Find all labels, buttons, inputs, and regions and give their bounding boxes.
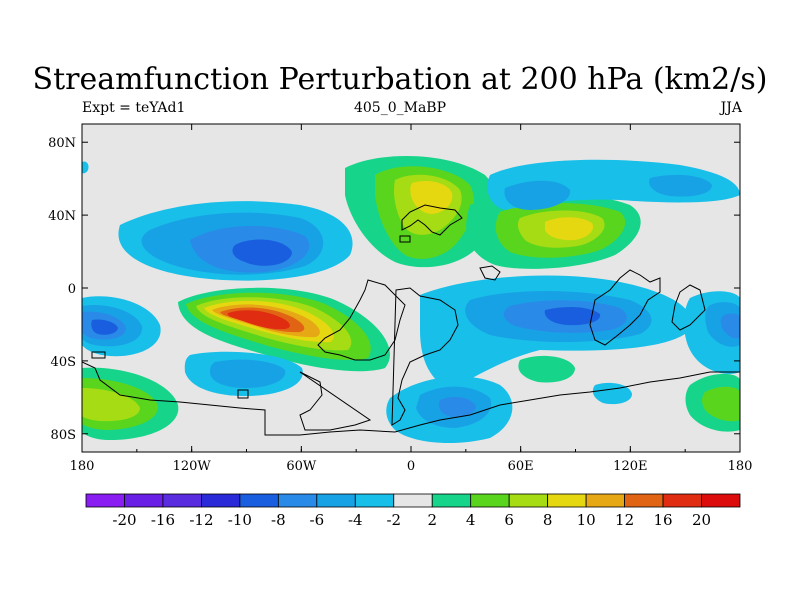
colorbar-label: 20: [692, 511, 711, 529]
season-label: JJA: [720, 100, 742, 116]
colorbar-label: 4: [466, 511, 476, 529]
coastline: [399, 235, 411, 243]
colorbar-label: 10: [577, 511, 596, 529]
x-tick-label: 180: [70, 459, 95, 474]
colorbar-swatch: [201, 493, 241, 508]
contour-fill: [649, 174, 712, 197]
x-tick-label: 60W: [286, 459, 317, 474]
x-tick-label: 120E: [613, 459, 647, 474]
colorbar-swatch: [508, 493, 549, 508]
colorbar-label: -6: [310, 511, 325, 529]
coastlines: [82, 204, 740, 436]
colorbar-swatch: [393, 493, 433, 508]
contour-fill: [438, 396, 476, 418]
x-tick-label: 180: [728, 459, 753, 474]
colorbar-label: 16: [654, 511, 673, 529]
y-tick-label: 80N: [48, 136, 76, 151]
coastline: [237, 389, 249, 399]
colorbar-swatch: [277, 493, 318, 508]
coastline: [589, 269, 661, 346]
colorbar: -20 -16 -12 -10 -8 -6 -4 -2 2 4 6 8 10 12 16 20: [85, 493, 741, 529]
colorbar-swatch: [547, 493, 587, 508]
coastline: [671, 284, 706, 331]
contour-fill: [210, 359, 286, 388]
colorbar-swatch: [124, 493, 164, 508]
x-tick-label: 0: [407, 459, 415, 474]
contour-fill: [91, 319, 118, 335]
colorbar-label: -8: [271, 511, 286, 529]
contour-fill: [720, 313, 740, 339]
y-tick-label: 40S: [51, 355, 76, 370]
y-tick-label: 80S: [51, 428, 76, 443]
colorbar-label: -20: [112, 511, 136, 529]
coastline: [82, 361, 740, 436]
colorbar-label: 12: [615, 511, 634, 529]
contour-fill: [702, 386, 740, 422]
contour-fill: [232, 239, 292, 266]
colorbar-label: -10: [228, 511, 252, 529]
colorbar-label: 2: [427, 511, 437, 529]
colorbar-swatch: [85, 493, 125, 508]
colorbar-label: -12: [189, 511, 213, 529]
experiment-label: Expt = teYAd1: [82, 100, 186, 116]
contour-fill: [545, 217, 594, 241]
colorbar-label: -16: [151, 511, 175, 529]
contour-fill: [82, 161, 89, 174]
colorbar-swatch: [239, 493, 279, 508]
colorbar-label: 6: [504, 511, 514, 529]
coastline: [391, 287, 459, 426]
y-tick-label: 40N: [48, 209, 76, 224]
coastline: [401, 204, 463, 236]
colorbar-label: -4: [348, 511, 363, 529]
contour-fill: [227, 310, 290, 330]
contour-fill: [592, 382, 632, 405]
contour-fill: [504, 180, 571, 210]
contour-fill: [410, 181, 453, 214]
axis-ticks: 180 120W 60W 0 60E 120E 180 80N 40N 0 40S 80S: [48, 124, 752, 474]
colorbar-swatch: [431, 493, 472, 508]
colorbar-swatch: [701, 493, 741, 508]
run-label: 405_0_MaBP: [353, 100, 447, 116]
colorbar-swatch: [316, 493, 356, 508]
coastline: [299, 371, 372, 431]
coastline: [91, 351, 106, 359]
coastline: [317, 279, 406, 361]
colorbar-swatch: [162, 493, 202, 508]
colorbar-swatch: [662, 493, 702, 508]
colorbar-swatch: [470, 493, 510, 508]
contour-fill: [518, 355, 575, 383]
chart-title: Streamfunction Perturbation at 200 hPa (…: [32, 62, 768, 97]
x-tick-label: 120W: [173, 459, 212, 474]
colorbar-label: -2: [386, 511, 401, 529]
coastline: [479, 265, 501, 281]
colorbar-swatch: [624, 493, 664, 508]
colorbar-swatch: [585, 493, 625, 508]
colorbar-label: 8: [543, 511, 553, 529]
y-tick-label: 0: [68, 282, 76, 297]
colorbar-swatch: [354, 493, 395, 508]
x-tick-label: 60E: [508, 459, 534, 474]
contour-fill: [544, 306, 601, 326]
